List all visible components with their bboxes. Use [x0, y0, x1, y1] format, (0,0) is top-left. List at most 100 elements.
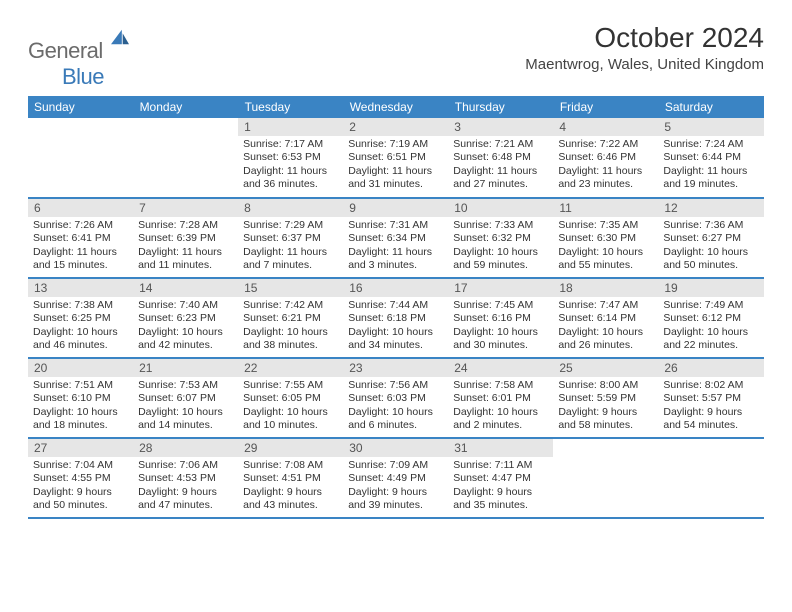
calendar-cell: 13Sunrise: 7:38 AMSunset: 6:25 PMDayligh…	[28, 278, 133, 358]
calendar-cell: 30Sunrise: 7:09 AMSunset: 4:49 PMDayligh…	[343, 438, 448, 518]
day-info: Sunrise: 7:49 AMSunset: 6:12 PMDaylight:…	[658, 297, 763, 356]
calendar-cell: 9Sunrise: 7:31 AMSunset: 6:34 PMDaylight…	[343, 198, 448, 278]
calendar-head: SundayMondayTuesdayWednesdayThursdayFrid…	[28, 96, 764, 118]
day-info: Sunrise: 7:47 AMSunset: 6:14 PMDaylight:…	[553, 297, 658, 356]
day-info: Sunrise: 7:33 AMSunset: 6:32 PMDaylight:…	[448, 217, 553, 276]
calendar-cell: 22Sunrise: 7:55 AMSunset: 6:05 PMDayligh…	[238, 358, 343, 438]
day-number: 4	[553, 118, 658, 136]
calendar-cell: 2Sunrise: 7:19 AMSunset: 6:51 PMDaylight…	[343, 118, 448, 198]
day-info: Sunrise: 7:31 AMSunset: 6:34 PMDaylight:…	[343, 217, 448, 276]
day-number: 28	[133, 439, 238, 457]
calendar-cell: 14Sunrise: 7:40 AMSunset: 6:23 PMDayligh…	[133, 278, 238, 358]
day-info: Sunrise: 7:11 AMSunset: 4:47 PMDaylight:…	[448, 457, 553, 516]
day-header: Saturday	[658, 96, 763, 118]
day-number: 27	[28, 439, 133, 457]
day-number: 2	[343, 118, 448, 136]
calendar-cell	[28, 118, 133, 198]
calendar-cell	[133, 118, 238, 198]
day-number: 22	[238, 359, 343, 377]
day-number: 26	[658, 359, 763, 377]
day-header: Thursday	[448, 96, 553, 118]
day-info: Sunrise: 7:56 AMSunset: 6:03 PMDaylight:…	[343, 377, 448, 436]
day-number: 19	[658, 279, 763, 297]
day-number: 23	[343, 359, 448, 377]
calendar-cell: 12Sunrise: 7:36 AMSunset: 6:27 PMDayligh…	[658, 198, 763, 278]
calendar-cell: 27Sunrise: 7:04 AMSunset: 4:55 PMDayligh…	[28, 438, 133, 518]
calendar-cell: 23Sunrise: 7:56 AMSunset: 6:03 PMDayligh…	[343, 358, 448, 438]
day-number: 7	[133, 199, 238, 217]
day-info: Sunrise: 7:42 AMSunset: 6:21 PMDaylight:…	[238, 297, 343, 356]
calendar-week: 27Sunrise: 7:04 AMSunset: 4:55 PMDayligh…	[28, 438, 764, 518]
day-header: Friday	[553, 96, 658, 118]
day-number: 6	[28, 199, 133, 217]
day-number: 12	[658, 199, 763, 217]
day-info: Sunrise: 7:17 AMSunset: 6:53 PMDaylight:…	[238, 136, 343, 195]
day-number: 30	[343, 439, 448, 457]
day-header: Monday	[133, 96, 238, 118]
calendar-cell: 6Sunrise: 7:26 AMSunset: 6:41 PMDaylight…	[28, 198, 133, 278]
calendar-cell: 25Sunrise: 8:00 AMSunset: 5:59 PMDayligh…	[553, 358, 658, 438]
day-info: Sunrise: 7:35 AMSunset: 6:30 PMDaylight:…	[553, 217, 658, 276]
calendar-cell: 31Sunrise: 7:11 AMSunset: 4:47 PMDayligh…	[448, 438, 553, 518]
calendar-cell: 28Sunrise: 7:06 AMSunset: 4:53 PMDayligh…	[133, 438, 238, 518]
month-title: October 2024	[525, 22, 764, 54]
calendar-page: General Blue October 2024 Maentwrog, Wal…	[0, 0, 792, 519]
calendar-cell: 20Sunrise: 7:51 AMSunset: 6:10 PMDayligh…	[28, 358, 133, 438]
day-info: Sunrise: 7:44 AMSunset: 6:18 PMDaylight:…	[343, 297, 448, 356]
sail-icon	[109, 28, 131, 46]
logo: General Blue	[28, 28, 131, 90]
day-info: Sunrise: 7:22 AMSunset: 6:46 PMDaylight:…	[553, 136, 658, 195]
day-info: Sunrise: 7:09 AMSunset: 4:49 PMDaylight:…	[343, 457, 448, 516]
calendar-week: 13Sunrise: 7:38 AMSunset: 6:25 PMDayligh…	[28, 278, 764, 358]
day-info: Sunrise: 7:45 AMSunset: 6:16 PMDaylight:…	[448, 297, 553, 356]
calendar-cell: 5Sunrise: 7:24 AMSunset: 6:44 PMDaylight…	[658, 118, 763, 198]
header: General Blue October 2024 Maentwrog, Wal…	[28, 22, 764, 90]
day-number: 9	[343, 199, 448, 217]
day-number: 3	[448, 118, 553, 136]
day-info: Sunrise: 7:36 AMSunset: 6:27 PMDaylight:…	[658, 217, 763, 276]
calendar-table: SundayMondayTuesdayWednesdayThursdayFrid…	[28, 96, 764, 519]
calendar-cell: 26Sunrise: 8:02 AMSunset: 5:57 PMDayligh…	[658, 358, 763, 438]
calendar-cell: 17Sunrise: 7:45 AMSunset: 6:16 PMDayligh…	[448, 278, 553, 358]
day-info: Sunrise: 7:24 AMSunset: 6:44 PMDaylight:…	[658, 136, 763, 195]
day-info: Sunrise: 8:00 AMSunset: 5:59 PMDaylight:…	[553, 377, 658, 436]
logo-text-2: Blue	[62, 64, 104, 89]
day-info: Sunrise: 7:28 AMSunset: 6:39 PMDaylight:…	[133, 217, 238, 276]
calendar-body: 1Sunrise: 7:17 AMSunset: 6:53 PMDaylight…	[28, 118, 764, 518]
day-number: 21	[133, 359, 238, 377]
day-number: 14	[133, 279, 238, 297]
day-header: Wednesday	[343, 96, 448, 118]
day-info: Sunrise: 7:53 AMSunset: 6:07 PMDaylight:…	[133, 377, 238, 436]
day-info: Sunrise: 7:55 AMSunset: 6:05 PMDaylight:…	[238, 377, 343, 436]
calendar-cell: 4Sunrise: 7:22 AMSunset: 6:46 PMDaylight…	[553, 118, 658, 198]
day-info: Sunrise: 7:26 AMSunset: 6:41 PMDaylight:…	[28, 217, 133, 276]
calendar-cell: 3Sunrise: 7:21 AMSunset: 6:48 PMDaylight…	[448, 118, 553, 198]
day-info: Sunrise: 7:40 AMSunset: 6:23 PMDaylight:…	[133, 297, 238, 356]
day-header: Sunday	[28, 96, 133, 118]
title-block: October 2024 Maentwrog, Wales, United Ki…	[525, 22, 764, 73]
calendar-cell: 29Sunrise: 7:08 AMSunset: 4:51 PMDayligh…	[238, 438, 343, 518]
day-number: 5	[658, 118, 763, 136]
day-number: 29	[238, 439, 343, 457]
calendar-week: 1Sunrise: 7:17 AMSunset: 6:53 PMDaylight…	[28, 118, 764, 198]
calendar-cell: 16Sunrise: 7:44 AMSunset: 6:18 PMDayligh…	[343, 278, 448, 358]
day-info: Sunrise: 7:21 AMSunset: 6:48 PMDaylight:…	[448, 136, 553, 195]
calendar-cell: 8Sunrise: 7:29 AMSunset: 6:37 PMDaylight…	[238, 198, 343, 278]
calendar-cell	[658, 438, 763, 518]
calendar-cell: 1Sunrise: 7:17 AMSunset: 6:53 PMDaylight…	[238, 118, 343, 198]
calendar-cell: 19Sunrise: 7:49 AMSunset: 6:12 PMDayligh…	[658, 278, 763, 358]
day-number: 17	[448, 279, 553, 297]
calendar-week: 6Sunrise: 7:26 AMSunset: 6:41 PMDaylight…	[28, 198, 764, 278]
day-number: 13	[28, 279, 133, 297]
calendar-cell: 18Sunrise: 7:47 AMSunset: 6:14 PMDayligh…	[553, 278, 658, 358]
day-number: 8	[238, 199, 343, 217]
calendar-cell: 10Sunrise: 7:33 AMSunset: 6:32 PMDayligh…	[448, 198, 553, 278]
day-number: 15	[238, 279, 343, 297]
day-info: Sunrise: 7:29 AMSunset: 6:37 PMDaylight:…	[238, 217, 343, 276]
day-info: Sunrise: 7:19 AMSunset: 6:51 PMDaylight:…	[343, 136, 448, 195]
day-info: Sunrise: 8:02 AMSunset: 5:57 PMDaylight:…	[658, 377, 763, 436]
day-number: 31	[448, 439, 553, 457]
day-info: Sunrise: 7:38 AMSunset: 6:25 PMDaylight:…	[28, 297, 133, 356]
calendar-cell: 15Sunrise: 7:42 AMSunset: 6:21 PMDayligh…	[238, 278, 343, 358]
day-number: 24	[448, 359, 553, 377]
